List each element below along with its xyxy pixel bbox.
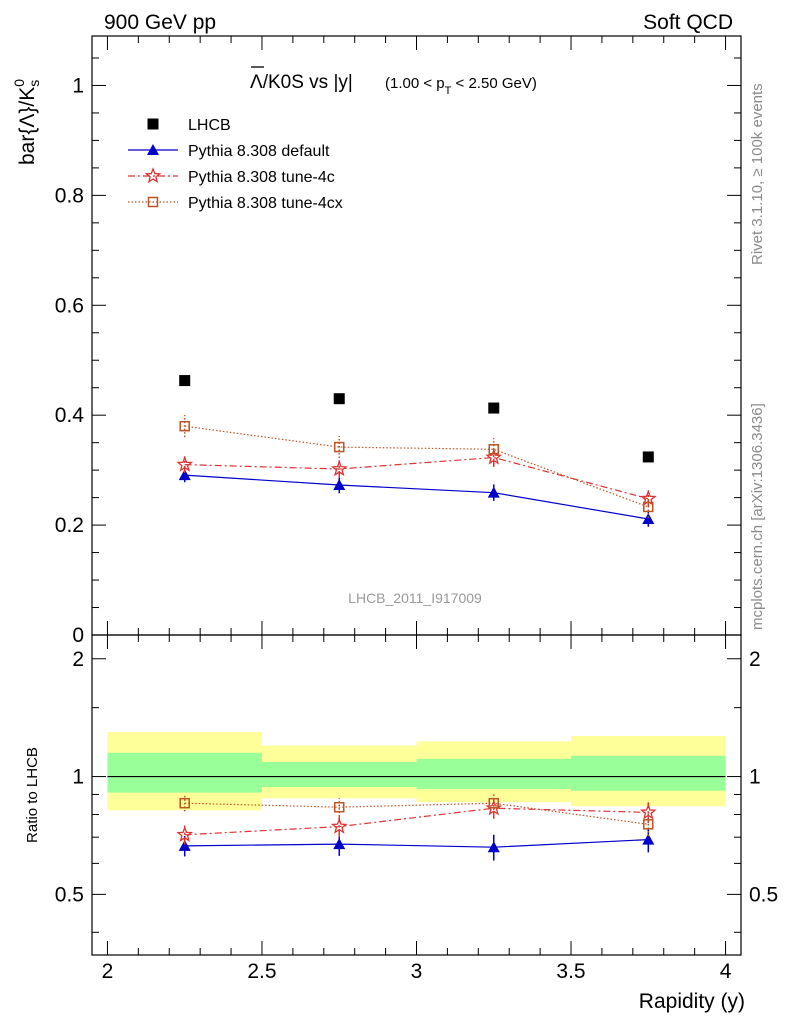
ratio-line-tune4c xyxy=(184,807,649,836)
x-tick-label-2: 3 xyxy=(411,960,423,983)
main-ytick-label-4: 0.8 xyxy=(55,184,84,207)
main-ytick-label-0: 0 xyxy=(72,624,84,647)
ratio-ytick-label-right-1: 1 xyxy=(749,766,761,789)
ratio-ytick-label-2: 2 xyxy=(72,648,84,671)
main-point-tune4c-2 xyxy=(485,448,503,465)
main-point-default-0 xyxy=(178,469,191,481)
ratio-band-inner-2 xyxy=(416,758,572,789)
legend-label-tune4cx: Pythia 8.308 tune-4cx xyxy=(188,195,343,212)
main-point-tune4cx-1 xyxy=(333,441,345,453)
title-main: Λ/K0S vs |y| xyxy=(250,72,353,93)
x-tick-label-0: 2 xyxy=(102,960,114,983)
main-point-tune4cx-3 xyxy=(643,501,654,513)
header-right: Soft QCD xyxy=(643,11,733,34)
legend: LHCB Pythia 8.308 default Pythia 8.308 tun… xyxy=(128,117,343,212)
legend-marker-lhcb xyxy=(147,118,159,130)
main-point-tune4c-0 xyxy=(176,455,194,472)
header-left: 900 GeV pp xyxy=(104,11,216,34)
ratio-point-tune4cx-2 xyxy=(488,797,500,809)
main-ytick-label-1: 0.2 xyxy=(55,514,84,537)
title-cut-close: < 2.50 GeV) xyxy=(451,75,536,92)
main-point-default-3 xyxy=(642,513,655,525)
main-point-default-1 xyxy=(333,478,346,490)
ratio-band-inner-0 xyxy=(107,752,262,793)
ratio-point-default-1 xyxy=(333,838,346,850)
ratio-point-default-3 xyxy=(642,833,655,845)
main-point-tune4c-1 xyxy=(330,460,348,477)
title-cut-open: (1.00 < p xyxy=(385,75,445,92)
main-line-tune4c xyxy=(184,456,649,500)
main-point-tune4cx-2 xyxy=(488,444,500,455)
ratio-point-tune4cx-1 xyxy=(333,801,345,813)
ratio-point-tune4cx-3 xyxy=(643,819,654,830)
main-line-tune4cx xyxy=(184,425,649,508)
ratio-panel: 0.5 0.5 1 1 2 2 2 2.5 3 3.5 4 xyxy=(55,634,778,983)
x-tick-label-4: 4 xyxy=(720,960,732,983)
ratio-ylabel: Ratio to LHCB xyxy=(24,747,41,843)
ratio-ytick-label-0: 0.5 xyxy=(55,883,84,906)
main-point-tune4cx-0 xyxy=(179,420,190,432)
ratio-ytick-label-1: 1 xyxy=(72,766,84,789)
main-point-lhcb-3 xyxy=(642,451,654,463)
ratio-band-inner-1 xyxy=(261,761,417,788)
ratio-line-default xyxy=(184,839,649,848)
ratio-point-default-2 xyxy=(487,841,500,853)
main-ylabel: bar{Λ}/Ks0 xyxy=(11,79,42,165)
main-ytick-label-2: 0.4 xyxy=(55,404,85,427)
main-ytick-label-3: 0.6 xyxy=(55,294,84,317)
rivet-label: Rivet 3.1.10, ≥ 100k events xyxy=(749,83,766,265)
legend-label-default: Pythia 8.308 default xyxy=(188,143,330,160)
main-ytick-label-5: 1 xyxy=(72,74,84,97)
ratio-ytick-label-right-2: 2 xyxy=(749,648,761,671)
ratio-line-tune4cx xyxy=(184,802,649,825)
ratio-point-default-0 xyxy=(178,839,191,851)
x-tick-label-1: 2.5 xyxy=(247,960,276,983)
ratio-point-tune4c-3 xyxy=(639,803,657,820)
svg-text:(1.00 < pT < 2.50 GeV): (1.00 < pT < 2.50 GeV) xyxy=(385,75,537,97)
main-ylabel-sub: s xyxy=(26,80,42,87)
legend-label-tune4c: Pythia 8.308 tune-4c xyxy=(188,169,335,186)
ratio-point-tune4c-0 xyxy=(176,825,194,842)
ratio-ytick-label-right-0: 0.5 xyxy=(749,883,778,906)
ratio-band-inner-3 xyxy=(571,755,726,791)
legend-label-lhcb: LHCB xyxy=(188,117,231,134)
x-tick-label-3: 3.5 xyxy=(556,960,585,983)
mcplots-label: mcplots.cern.ch [arXiv:1306.3436] xyxy=(749,403,766,630)
legend-marker-tune4c xyxy=(144,167,162,184)
x-axis-label: Rapidity (y) xyxy=(639,990,745,1013)
title-cut-sub: T xyxy=(445,85,452,97)
main-point-lhcb-2 xyxy=(488,402,500,414)
analysis-watermark: LHCB_2011_I917009 xyxy=(348,590,482,606)
legend-marker-default xyxy=(147,144,159,155)
main-point-lhcb-1 xyxy=(333,393,345,405)
ratio-point-tune4c-1 xyxy=(330,817,348,834)
plot-title: Λ/K0S vs |y| (1.00 < pT < 2.50 GeV) xyxy=(250,66,537,97)
main-point-default-2 xyxy=(487,486,500,498)
ratio-point-tune4cx-0 xyxy=(179,797,190,809)
main-ylabel-sup: 0 xyxy=(11,79,27,87)
legend-marker-tune4cx xyxy=(147,196,159,208)
main-line-default xyxy=(184,474,649,520)
main-ylabel-text: bar{Λ}/K xyxy=(16,87,39,165)
main-point-lhcb-0 xyxy=(179,375,191,387)
